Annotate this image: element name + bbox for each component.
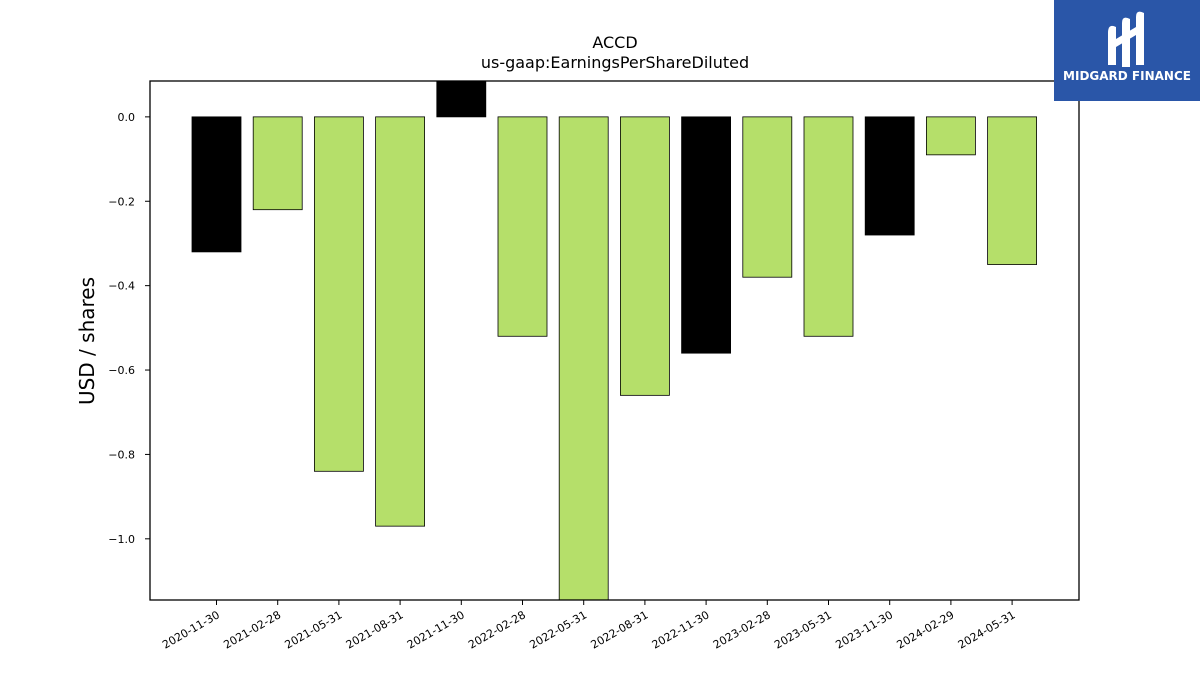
- x-tick-label: 2023-11-30: [833, 608, 895, 651]
- bar-2021-11-30: [436, 80, 487, 118]
- x-tick-label: 2021-02-28: [221, 608, 283, 651]
- y-tick-label: 0.0: [118, 111, 136, 124]
- x-tick-label: 2021-11-30: [405, 608, 467, 651]
- y-tick-label: −0.2: [108, 195, 135, 208]
- x-tick-label: 2024-05-31: [956, 608, 1018, 651]
- midgard-m-logo-icon: [1108, 11, 1144, 68]
- bar-2020-11-30: [191, 116, 242, 253]
- x-tick-label: 2023-02-28: [711, 608, 773, 651]
- bar-2021-05-31: [313, 116, 364, 472]
- bar-2022-11-30: [681, 116, 731, 354]
- bar-2022-08-31: [620, 116, 670, 396]
- x-tick-label: 2023-05-31: [772, 608, 834, 651]
- bar-2023-11-30: [864, 116, 915, 236]
- logo-text: MIDGARD FINANCE: [1063, 69, 1191, 83]
- midgard-finance-logo: MIDGARD FINANCE: [1054, 0, 1200, 101]
- bar-2022-05-31: [558, 116, 609, 601]
- bar-2024-02-29: [926, 116, 976, 156]
- y-tick-label: −0.6: [108, 364, 135, 377]
- x-tick-label: 2022-05-31: [527, 608, 589, 651]
- bar-2022-02-28: [497, 116, 548, 337]
- x-tick-label: 2022-02-28: [466, 608, 528, 651]
- x-tick-label: 2020-11-30: [160, 608, 222, 651]
- x-tick-label: 2021-08-31: [344, 608, 406, 651]
- bar-2023-02-28: [742, 116, 793, 278]
- bar-2024-05-31: [987, 116, 1037, 265]
- bars-group: [191, 80, 1037, 601]
- plot-frame: [149, 80, 1080, 601]
- y-axis-ticks: 0.0 −0.2 −0.4 −0.6 −0.8 −1.0: [108, 111, 150, 546]
- bar-2023-05-31: [803, 116, 854, 337]
- x-axis-ticks: 2020-11-30 2021-02-28 2021-05-31 2021-08-31…: [160, 600, 1018, 652]
- x-tick-label: 2021-05-31: [283, 608, 345, 651]
- x-tick-label: 2024-02-29: [895, 608, 957, 651]
- bar-2021-02-28: [252, 116, 303, 211]
- y-axis-label: USD / shares: [75, 277, 99, 405]
- chart-subtitle: us-gaap:EarningsPerShareDiluted: [481, 53, 749, 72]
- y-tick-label: −0.8: [108, 448, 135, 461]
- chart-title: ACCD: [592, 33, 637, 52]
- x-tick-label: 2022-11-30: [650, 608, 712, 651]
- bar-2021-08-31: [375, 116, 426, 527]
- x-tick-label: 2022-08-31: [589, 608, 651, 651]
- y-tick-label: −1.0: [108, 533, 135, 546]
- y-tick-label: −0.4: [108, 280, 135, 293]
